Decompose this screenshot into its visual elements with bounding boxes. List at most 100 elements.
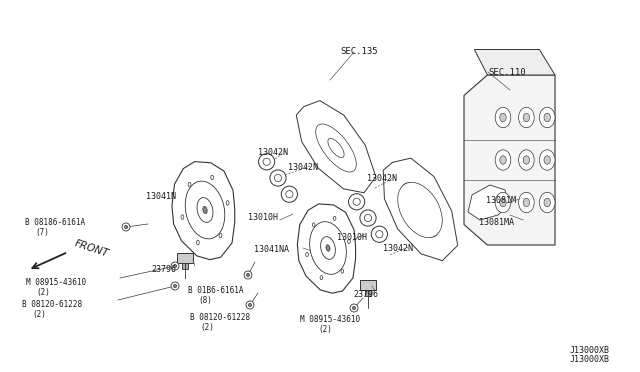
Polygon shape [296,100,376,193]
Ellipse shape [540,192,555,213]
Polygon shape [182,263,188,269]
Ellipse shape [540,150,555,170]
Ellipse shape [188,182,191,187]
Ellipse shape [397,182,442,238]
Ellipse shape [495,150,511,170]
Ellipse shape [353,307,356,310]
Ellipse shape [275,174,282,182]
Ellipse shape [328,138,344,158]
Ellipse shape [518,107,534,128]
Text: SEC.135: SEC.135 [340,47,378,56]
Ellipse shape [263,158,270,166]
Ellipse shape [281,186,298,202]
Ellipse shape [376,231,383,238]
Text: M 08915-43610: M 08915-43610 [26,278,86,287]
Ellipse shape [270,170,286,186]
Ellipse shape [540,107,555,128]
Text: 13042N: 13042N [367,174,397,183]
Text: (2): (2) [318,325,332,334]
Polygon shape [177,253,193,263]
Text: (8): (8) [198,296,212,305]
Ellipse shape [122,223,130,231]
Text: B 01B6-6161A: B 01B6-6161A [188,286,243,295]
Ellipse shape [310,222,346,274]
Text: (2): (2) [32,310,46,319]
Ellipse shape [412,199,428,221]
Text: J13000XB: J13000XB [570,355,610,364]
Text: B 08120-61228: B 08120-61228 [22,300,82,309]
Ellipse shape [523,156,530,164]
Polygon shape [468,185,508,220]
Polygon shape [360,280,376,290]
Text: 13042N: 13042N [288,163,318,172]
Ellipse shape [341,269,344,273]
Ellipse shape [171,262,179,270]
Text: 23796: 23796 [353,290,378,299]
Ellipse shape [523,113,530,122]
Ellipse shape [312,223,315,227]
Polygon shape [464,75,555,245]
Ellipse shape [321,237,335,259]
Ellipse shape [196,240,199,245]
Ellipse shape [326,245,330,251]
Ellipse shape [349,194,365,210]
Text: 13081MA: 13081MA [479,218,514,227]
Ellipse shape [185,181,225,239]
Text: (7): (7) [35,228,49,237]
Text: 13041N: 13041N [146,192,176,201]
Ellipse shape [544,198,550,207]
Text: 13081M: 13081M [486,196,516,205]
Ellipse shape [500,198,506,207]
Text: (2): (2) [36,288,50,297]
Polygon shape [383,158,458,261]
Ellipse shape [173,264,177,267]
Ellipse shape [371,226,387,242]
Ellipse shape [495,107,511,128]
Ellipse shape [316,124,356,172]
Text: SEC.110: SEC.110 [488,68,525,77]
Ellipse shape [171,282,179,290]
Ellipse shape [360,210,376,226]
Ellipse shape [495,192,511,213]
Text: M 08915-43610: M 08915-43610 [300,315,360,324]
Ellipse shape [401,183,439,237]
Ellipse shape [523,198,530,207]
Ellipse shape [364,214,372,222]
Ellipse shape [124,225,127,229]
Ellipse shape [544,156,550,164]
Ellipse shape [320,276,323,280]
Text: 13042N: 13042N [383,244,413,253]
Text: (2): (2) [200,323,214,332]
Ellipse shape [518,192,534,213]
Ellipse shape [500,113,506,122]
Ellipse shape [219,233,222,238]
Ellipse shape [285,190,293,198]
Ellipse shape [259,154,275,170]
Polygon shape [474,49,555,75]
Ellipse shape [333,216,336,221]
Polygon shape [298,204,356,293]
Ellipse shape [181,215,184,219]
Text: FRONT: FRONT [73,239,110,259]
Polygon shape [365,290,371,296]
Ellipse shape [348,240,350,244]
Text: B 08120-61228: B 08120-61228 [190,313,250,322]
Ellipse shape [246,273,250,277]
Text: 13041NA: 13041NA [254,245,289,254]
Ellipse shape [246,301,254,309]
Ellipse shape [203,206,207,214]
Ellipse shape [244,271,252,279]
Ellipse shape [211,175,214,180]
Text: 13010H: 13010H [248,213,278,222]
Text: 13010H: 13010H [337,233,367,242]
Ellipse shape [353,198,360,205]
Ellipse shape [500,156,506,164]
Ellipse shape [518,150,534,170]
Ellipse shape [226,201,229,205]
Ellipse shape [248,304,252,307]
Ellipse shape [173,285,177,288]
Ellipse shape [197,198,213,222]
Text: B 08186-6161A: B 08186-6161A [25,218,85,227]
Ellipse shape [544,113,550,122]
Ellipse shape [306,253,308,257]
